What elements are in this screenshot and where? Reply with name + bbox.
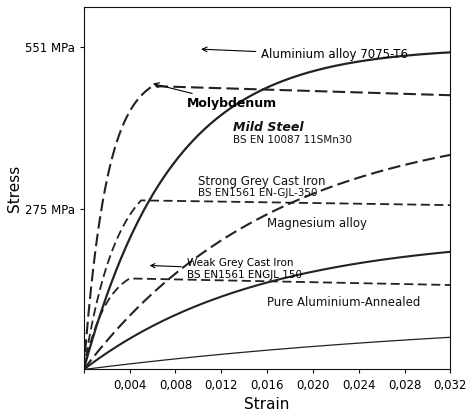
Text: Weak Grey Cast Iron
BS EN1561 ENGJL 150: Weak Grey Cast Iron BS EN1561 ENGJL 150 bbox=[151, 259, 302, 280]
Text: Molybdenum: Molybdenum bbox=[154, 83, 277, 110]
Text: Pure Aluminium-Annealed: Pure Aluminium-Annealed bbox=[267, 296, 420, 309]
X-axis label: Strain: Strain bbox=[245, 397, 290, 412]
Text: BS EN 10087 11SMn30: BS EN 10087 11SMn30 bbox=[233, 134, 352, 145]
Text: Mild Steel: Mild Steel bbox=[233, 121, 303, 134]
Text: Strong Grey Cast Iron: Strong Grey Cast Iron bbox=[198, 175, 326, 188]
Text: Magnesium alloy: Magnesium alloy bbox=[267, 217, 367, 230]
Text: Aluminium alloy 7075-T6: Aluminium alloy 7075-T6 bbox=[202, 47, 408, 62]
Text: BS EN1561 EN-GJL-350: BS EN1561 EN-GJL-350 bbox=[198, 188, 318, 198]
Y-axis label: Stress: Stress bbox=[7, 165, 22, 212]
